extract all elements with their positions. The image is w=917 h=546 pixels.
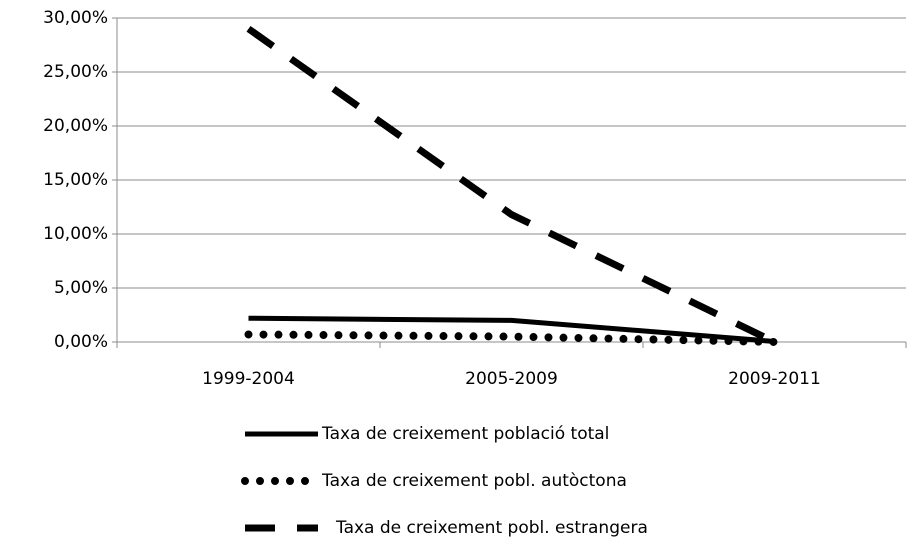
series-line [244, 330, 779, 346]
y-tick-label: 25,00% [43, 62, 108, 82]
series-line [248, 315, 775, 344]
legend-label: Taxa de creixement pobl. estrangera [335, 518, 648, 538]
x-tick-label: 1999-2004 [202, 369, 295, 389]
legend-label: Taxa de creixement pobl. autòctona [321, 471, 627, 491]
y-tick-label: 30,00% [43, 8, 108, 28]
series-line [246, 25, 777, 346]
y-tick-label: 15,00% [43, 170, 108, 190]
y-tick-label: 0,00% [54, 332, 108, 352]
y-tick-label: 5,00% [54, 278, 108, 298]
x-tick-label: 2009-2011 [728, 369, 821, 389]
y-tick-label: 20,00% [43, 116, 108, 136]
x-tick-label: 2005-2009 [465, 369, 558, 389]
legend-label: Taxa de creixement població total [321, 424, 609, 444]
y-tick-label: 10,00% [43, 224, 108, 244]
